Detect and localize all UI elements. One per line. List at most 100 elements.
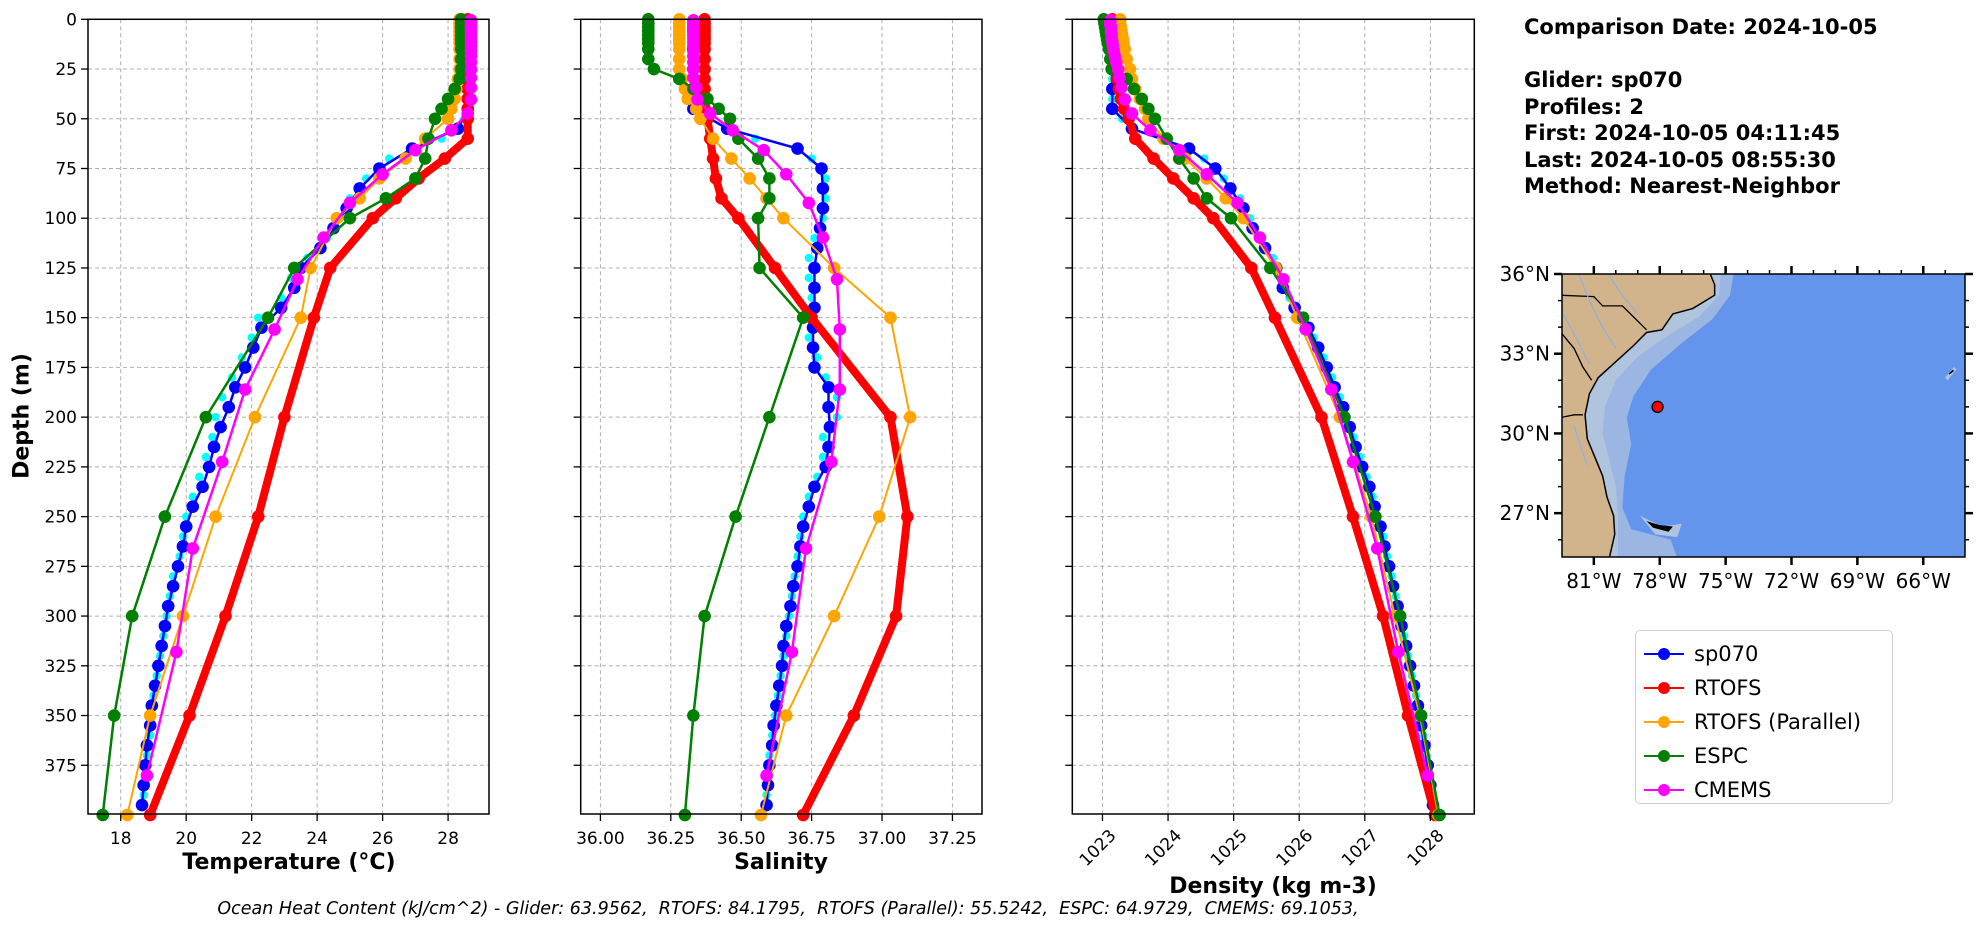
data-point <box>1200 192 1214 205</box>
data-point <box>818 452 828 462</box>
data-point <box>808 480 821 494</box>
panel-1: 18 20 22 24 26 28 0 25 50 75 100 125 150 175 200 225 250… <box>45 10 490 849</box>
x-tick-label: 1025 <box>1207 826 1252 871</box>
data-point <box>787 579 800 593</box>
data-point <box>238 383 252 396</box>
data-point <box>199 410 213 424</box>
y-tick-label: 175 <box>45 358 77 378</box>
data-point <box>170 645 183 659</box>
data-point <box>754 808 768 822</box>
data-point <box>804 333 814 342</box>
lon-tick-label: 75°W <box>1698 569 1753 593</box>
data-point <box>435 102 448 116</box>
data-point <box>753 261 766 275</box>
data-point <box>672 52 686 66</box>
data-point <box>725 152 738 165</box>
data-point <box>107 709 121 722</box>
x-tick-label: 28 <box>437 829 459 849</box>
data-point <box>155 639 168 653</box>
data-point <box>1148 112 1162 126</box>
data-point <box>418 152 432 165</box>
data-point <box>760 769 773 782</box>
data-point <box>1147 152 1160 165</box>
data-point <box>1187 192 1200 205</box>
data-point <box>791 560 804 573</box>
x-tick-label: 36.25 <box>646 829 695 849</box>
data-point <box>454 62 468 76</box>
data-point <box>687 71 700 85</box>
series-line <box>1109 20 1429 776</box>
data-point <box>1127 82 1141 96</box>
data-point <box>808 281 821 295</box>
data-point <box>691 93 704 106</box>
data-point <box>806 341 820 354</box>
data-point <box>196 480 209 494</box>
data-point <box>186 500 200 513</box>
y-tick-label: 200 <box>45 408 77 428</box>
y-tick-label: 25 <box>55 60 77 80</box>
x-tick-label: 1023 <box>1076 826 1121 871</box>
data-point <box>647 62 661 76</box>
x-tick-label: 1027 <box>1338 826 1383 871</box>
series-cmems <box>687 13 847 782</box>
panel-3: 1023 1024 1025 1026 1027 1028 <box>1065 12 1476 871</box>
data-point <box>751 211 765 225</box>
legend: sp070 RTOFS RTOFS (Parallel) ESPC CMEMS <box>1635 630 1893 804</box>
info-panel: Comparison Date: 2024-10-05 Glider: sp07… <box>1524 14 1878 200</box>
data-point <box>1200 167 1214 181</box>
data-point <box>833 323 847 336</box>
data-point <box>1224 182 1237 195</box>
data-point <box>464 81 478 95</box>
legend-item: ESPC <box>1636 739 1892 773</box>
legend-swatch <box>1644 648 1684 660</box>
data-point <box>791 142 804 155</box>
bahamas-land <box>1646 521 1673 532</box>
data-point <box>810 241 824 255</box>
data-point <box>208 432 217 442</box>
data-point <box>183 709 196 722</box>
data-point <box>698 62 711 76</box>
data-point <box>1346 510 1360 523</box>
x-tick-label: 36.75 <box>787 829 836 849</box>
x-tick-label: 24 <box>306 829 328 849</box>
data-point <box>353 192 366 205</box>
data-point <box>1144 123 1157 137</box>
y-tick-label: 0 <box>66 10 77 30</box>
data-point <box>214 420 227 434</box>
data-point <box>1433 808 1446 822</box>
x-tick-label: 26 <box>372 829 394 849</box>
data-point <box>379 192 393 205</box>
data-point <box>445 123 458 137</box>
data-point <box>808 261 821 275</box>
data-point <box>672 62 686 76</box>
data-point <box>307 311 321 324</box>
data-point <box>743 172 756 185</box>
data-point <box>779 167 793 181</box>
data-point <box>1206 211 1220 225</box>
series-espc <box>96 12 468 822</box>
data-point <box>1277 272 1290 286</box>
data-point <box>268 323 281 336</box>
data-point <box>825 455 838 469</box>
data-point <box>715 192 728 205</box>
lat-tick-label: 33°N <box>1500 342 1550 366</box>
data-point <box>1219 192 1233 205</box>
data-point <box>779 619 793 633</box>
river <box>1607 274 1639 315</box>
y-tick-label: 50 <box>55 110 77 130</box>
y-tick-label: 225 <box>45 458 77 478</box>
data-point <box>143 709 157 722</box>
data-point <box>698 52 711 66</box>
data-point <box>445 102 458 116</box>
data-point <box>294 311 308 324</box>
data-point <box>775 659 789 673</box>
data-point <box>464 93 478 106</box>
data-point <box>802 500 816 513</box>
series-line <box>1111 29 1435 806</box>
map-content <box>1562 274 1965 557</box>
data-point <box>1245 261 1258 275</box>
legend-item: sp070 <box>1636 637 1892 671</box>
data-point <box>209 510 222 523</box>
data-point <box>802 196 816 210</box>
data-point <box>1142 102 1155 116</box>
